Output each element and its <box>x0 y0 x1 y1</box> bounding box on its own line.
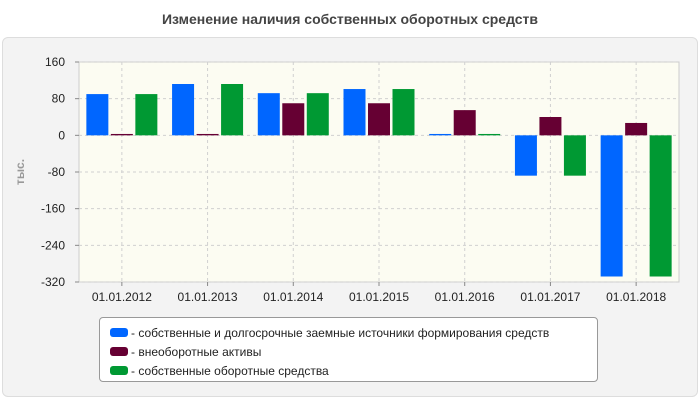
legend-label: - собственные и долгосрочные заемные ист… <box>131 325 550 340</box>
bar <box>478 133 501 136</box>
y-axis-label: тыс. <box>13 159 27 185</box>
y-tick-label: 0 <box>58 128 65 142</box>
bar <box>343 89 366 136</box>
bar <box>257 93 280 136</box>
y-tick-label: -160 <box>41 202 65 216</box>
bar <box>282 103 305 136</box>
legend-item: - внеоборотные активы <box>110 342 597 361</box>
legend-item: - собственные и долгосрочные заемные ист… <box>110 323 597 342</box>
x-tick-label: 01.01.2017 <box>520 290 580 304</box>
legend: - собственные и долгосрочные заемные ист… <box>99 317 598 382</box>
x-tick-label: 01.01.2015 <box>349 290 409 304</box>
x-tick-label: 01.01.2013 <box>178 290 238 304</box>
bar <box>306 93 329 136</box>
y-tick-label: 80 <box>52 92 66 106</box>
bar <box>135 94 158 136</box>
legend-swatch <box>110 347 128 356</box>
x-tick-label: 01.01.2016 <box>435 290 495 304</box>
bar <box>392 89 415 136</box>
x-tick-label: 01.01.2018 <box>606 290 666 304</box>
chart-title: Изменение наличия собственных оборотных … <box>161 11 539 27</box>
legend-label: - внеоборотные активы <box>131 344 262 359</box>
legend-item: - собственные оборотные средства <box>110 361 597 380</box>
bar <box>539 117 562 136</box>
legend-swatch <box>110 366 128 375</box>
y-tick-label: 160 <box>45 55 65 69</box>
bar <box>600 135 623 277</box>
legend-swatch <box>110 328 128 337</box>
legend-label: - собственные оборотные средства <box>131 363 329 378</box>
bar <box>172 84 195 136</box>
y-tick-label: -80 <box>48 165 66 179</box>
bar <box>625 122 648 136</box>
bar <box>110 133 133 136</box>
y-tick-label: -320 <box>41 275 65 289</box>
bar <box>649 135 672 277</box>
bar <box>563 135 586 176</box>
x-tick-label: 01.01.2014 <box>263 290 323 304</box>
bar <box>86 94 109 136</box>
bar <box>196 133 219 136</box>
bar <box>221 84 244 136</box>
x-tick-label: 01.01.2012 <box>92 290 152 304</box>
y-tick-label: -240 <box>41 238 65 252</box>
bar <box>514 135 537 176</box>
bar <box>453 110 476 136</box>
bar <box>368 103 390 136</box>
bar <box>429 133 452 136</box>
